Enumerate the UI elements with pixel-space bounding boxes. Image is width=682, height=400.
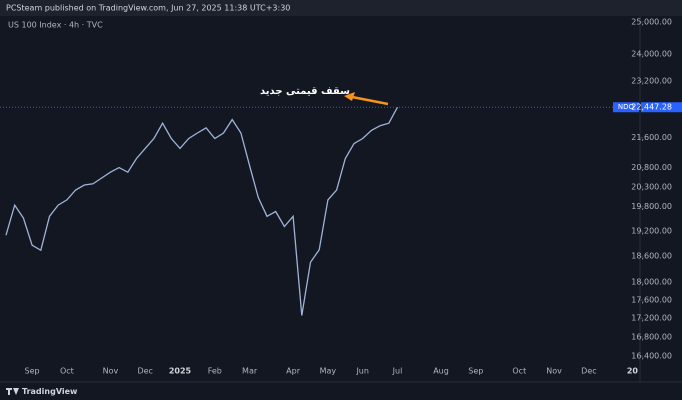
y-tick-label: 16,800.00 bbox=[631, 332, 672, 341]
y-tick-label: 20,800.00 bbox=[631, 163, 672, 172]
brand-logo bbox=[6, 388, 19, 395]
y-tick-label: 19,800.00 bbox=[631, 202, 672, 211]
y-tick-label: 21,600.00 bbox=[631, 133, 672, 142]
x-tick-label: 20 bbox=[627, 367, 639, 376]
x-tick-label: Aug bbox=[433, 367, 449, 376]
x-tick-label: Dec bbox=[581, 367, 596, 376]
y-tick-label: 16,400.00 bbox=[631, 351, 672, 360]
y-tick-label: 17,200.00 bbox=[631, 314, 672, 323]
price-tag bbox=[641, 102, 682, 113]
price-line-series bbox=[5, 106, 399, 316]
brand: TradingView bbox=[22, 387, 78, 396]
x-tick-label: Dec bbox=[137, 367, 152, 376]
y-tick-label: 25,000.00 bbox=[631, 17, 672, 26]
x-tick-label: Nov bbox=[103, 367, 119, 376]
y-tick-label: 18,600.00 bbox=[631, 252, 672, 261]
price-label: 22,447.28 bbox=[631, 103, 672, 112]
x-tick-label: Oct bbox=[512, 367, 526, 376]
x-tick-label: Feb bbox=[208, 367, 222, 376]
x-tick-label: Oct bbox=[60, 367, 74, 376]
annotation: سقف قیمتی جدید bbox=[260, 86, 350, 97]
y-tick-label: 18,000.00 bbox=[631, 278, 672, 287]
x-tick-label: Sep bbox=[25, 367, 40, 376]
header-bar bbox=[0, 0, 682, 16]
chart-title: US 100 Index · 4h · TVC bbox=[8, 21, 103, 30]
annotation-arrow bbox=[351, 95, 389, 106]
x-tick-label: Nov bbox=[546, 367, 562, 376]
y-tick-label: 24,000.00 bbox=[631, 50, 672, 59]
x-tick-label: May bbox=[320, 367, 337, 376]
y-tick-label: 17,600.00 bbox=[631, 295, 672, 304]
y-tick-label: 23,200.00 bbox=[631, 77, 672, 86]
symbol-label: NDQ bbox=[618, 103, 635, 111]
annotation-arrowhead bbox=[344, 92, 355, 101]
x-tick-label: Mar bbox=[242, 367, 258, 376]
y-tick-label: 19,200.00 bbox=[631, 227, 672, 236]
x-tick-label: 2025 bbox=[169, 367, 192, 376]
x-tick-label: Jul bbox=[392, 367, 403, 376]
footer-bar bbox=[0, 383, 682, 400]
x-tick-label: Apr bbox=[286, 367, 301, 376]
y-tick-label: 20,300.00 bbox=[631, 182, 672, 191]
symbol-tag bbox=[613, 102, 639, 113]
header: PCSteam published on TradingView.com, Ju… bbox=[6, 4, 290, 13]
x-tick-label: Sep bbox=[468, 367, 483, 376]
x-tick-label: Jun bbox=[355, 367, 369, 376]
